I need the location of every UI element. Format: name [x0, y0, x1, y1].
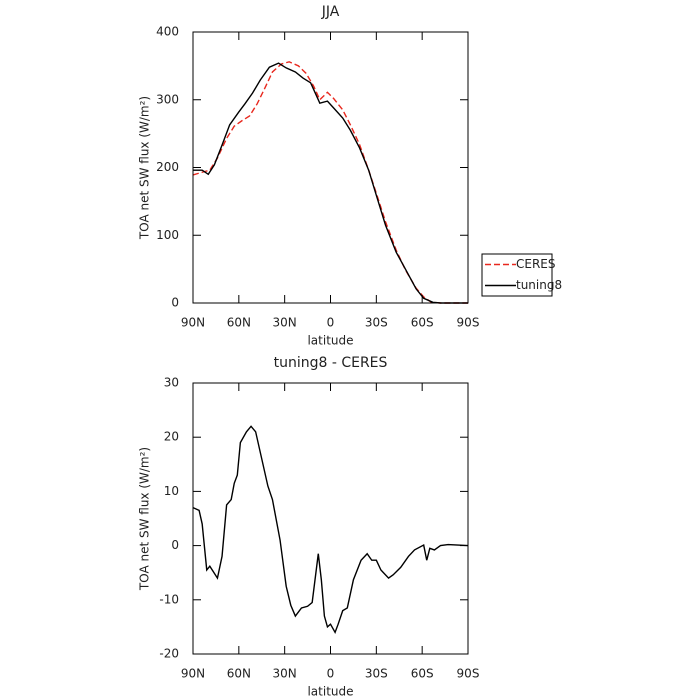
- legend-label: tuning8: [516, 278, 562, 292]
- y-tick-label: 10: [164, 484, 179, 498]
- x-tick-label: 60N: [227, 667, 251, 681]
- legend-label: CERES: [516, 257, 556, 271]
- plot-frame: [192, 31, 469, 304]
- legend-box: [481, 253, 553, 297]
- data-line: [193, 62, 468, 304]
- x-tick-label: 30S: [365, 667, 388, 681]
- x-tick-label: 0: [327, 667, 335, 681]
- x-tick-label: 30S: [365, 316, 388, 330]
- x-tick-label: 60N: [227, 316, 251, 330]
- plot-frame: [192, 382, 469, 655]
- y-axis-label: TOA net SW flux (W/m²): [138, 447, 152, 591]
- x-tick-label: 90S: [457, 667, 480, 681]
- y-tick-label: 0: [171, 296, 179, 310]
- x-tick-label: 30N: [273, 667, 297, 681]
- x-tick-label: 60S: [411, 316, 434, 330]
- y-tick-label: 300: [156, 92, 179, 106]
- x-tick-label: 60S: [411, 667, 434, 681]
- x-axis-label: latitude: [307, 685, 353, 699]
- y-tick-label: 0: [171, 538, 179, 552]
- y-tick-label: 100: [156, 228, 179, 242]
- y-tick-label: 400: [156, 25, 179, 39]
- y-axis-label: TOA net SW flux (W/m²): [138, 96, 152, 240]
- data-line: [192, 61, 468, 304]
- x-tick-label: 90N: [181, 667, 205, 681]
- y-tick-label: -20: [159, 647, 179, 661]
- x-tick-label: 90S: [457, 316, 480, 330]
- y-tick-label: 20: [164, 430, 179, 444]
- x-tick-label: 30N: [273, 316, 297, 330]
- x-axis-label: latitude: [307, 334, 353, 348]
- data-line: [192, 425, 469, 634]
- x-tick-label: 90N: [181, 316, 205, 330]
- chart-title: tuning8 - CERES: [274, 355, 388, 371]
- x-tick-label: 0: [327, 316, 335, 330]
- y-tick-label: 200: [156, 160, 179, 174]
- chart-title: JJA: [321, 4, 340, 20]
- y-tick-label: 30: [164, 376, 179, 390]
- y-tick-label: -10: [159, 592, 179, 606]
